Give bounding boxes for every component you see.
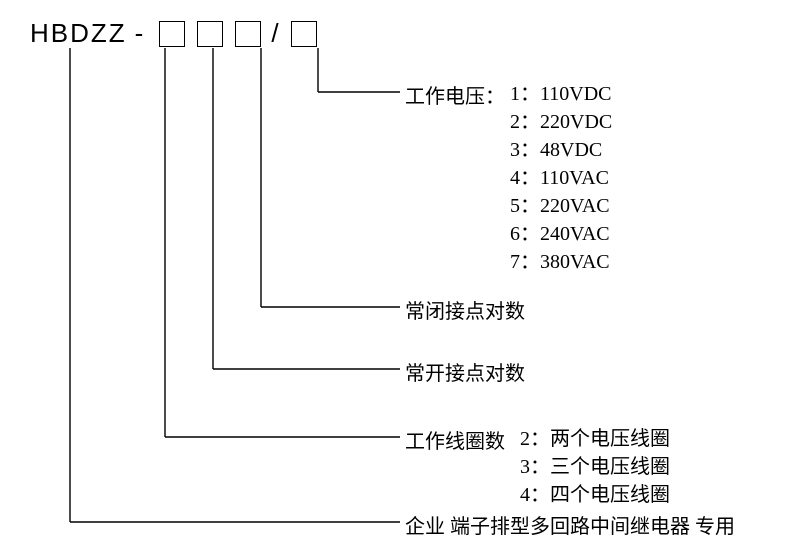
voltage-label: 工作电压： bbox=[405, 80, 505, 109]
voltage-option: 5：220VAC bbox=[510, 192, 612, 220]
code-slash: / bbox=[271, 18, 280, 49]
voltage-option: 2：220VDC bbox=[510, 108, 612, 136]
coils-option: 4：四个电压线圈 bbox=[520, 481, 670, 509]
placeholder-box-4 bbox=[291, 21, 317, 47]
coils-label: 工作线圈数 bbox=[405, 425, 505, 454]
connector-lines bbox=[0, 0, 801, 542]
code-prefix: HBDZZ bbox=[30, 18, 127, 49]
placeholder-box-1 bbox=[159, 21, 185, 47]
voltage-option: 1：110VDC bbox=[510, 80, 612, 108]
no-contacts-label: 常开接点对数 bbox=[405, 357, 525, 386]
placeholder-box-2 bbox=[197, 21, 223, 47]
placeholder-box-3 bbox=[235, 21, 261, 47]
coils-options: 2：两个电压线圈 3：三个电压线圈 4：四个电压线圈 bbox=[520, 425, 670, 509]
coils-option: 2：两个电压线圈 bbox=[520, 425, 670, 453]
voltage-option: 7：380VAC bbox=[510, 248, 612, 276]
coils-option: 3：三个电压线圈 bbox=[520, 453, 670, 481]
model-code-row: HBDZZ - / bbox=[30, 18, 323, 49]
product-label: 企业 端子排型多回路中间继电器 专用 bbox=[405, 510, 735, 539]
code-separator: - bbox=[135, 18, 146, 49]
voltage-option: 6：240VAC bbox=[510, 220, 612, 248]
voltage-option: 4：110VAC bbox=[510, 164, 612, 192]
voltage-options: 1：110VDC 2：220VDC 3：48VDC 4：110VAC 5：220… bbox=[510, 80, 612, 276]
nc-contacts-label: 常闭接点对数 bbox=[405, 295, 525, 324]
voltage-option: 3：48VDC bbox=[510, 136, 612, 164]
